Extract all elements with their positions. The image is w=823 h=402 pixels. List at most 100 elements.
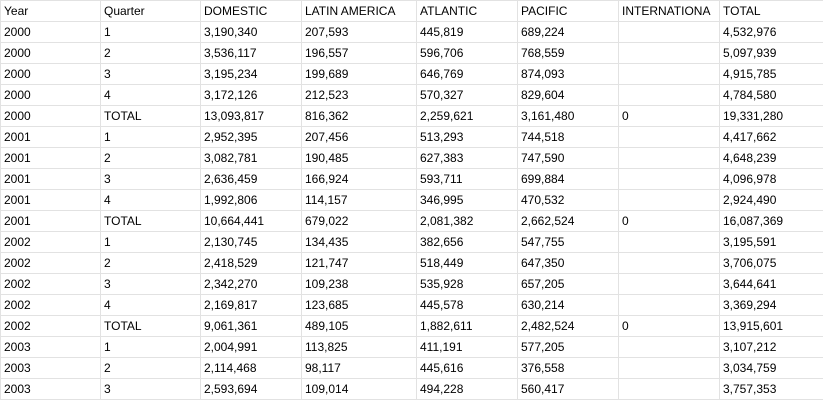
header-cell-domestic[interactable]: DOMESTIC [200,0,302,22]
cell-pacific[interactable]: 874,093 [517,63,619,85]
cell-latin-america[interactable]: 109,238 [301,273,417,295]
cell-quarter[interactable]: 1 [100,336,201,358]
cell-latin-america[interactable]: 190,485 [301,147,417,169]
cell-year[interactable]: 2002 [0,252,101,274]
cell-atlantic[interactable]: 445,578 [416,294,518,316]
cell-total[interactable]: 3,034,759 [719,357,823,379]
cell-international[interactable] [618,63,720,85]
cell-year[interactable]: 2001 [0,126,101,148]
cell-quarter[interactable]: TOTAL [100,315,201,337]
cell-year[interactable]: 2003 [0,336,101,358]
cell-latin-america[interactable]: 113,825 [301,336,417,358]
cell-atlantic[interactable]: 1,882,611 [416,315,518,337]
cell-international[interactable] [618,294,720,316]
cell-total[interactable]: 3,369,294 [719,294,823,316]
cell-latin-america[interactable]: 489,105 [301,315,417,337]
cell-atlantic[interactable]: 646,769 [416,63,518,85]
cell-year[interactable]: 2002 [0,231,101,253]
cell-pacific[interactable]: 547,755 [517,231,619,253]
cell-total[interactable]: 4,096,978 [719,168,823,190]
cell-international[interactable] [618,357,720,379]
cell-domestic[interactable]: 3,082,781 [200,147,302,169]
cell-total[interactable]: 3,107,212 [719,336,823,358]
cell-atlantic[interactable]: 570,327 [416,84,518,106]
cell-domestic[interactable]: 2,130,745 [200,231,302,253]
cell-total[interactable]: 4,648,239 [719,147,823,169]
cell-atlantic[interactable]: 596,706 [416,42,518,64]
cell-pacific[interactable]: 560,417 [517,378,619,400]
header-cell-atlantic[interactable]: ATLANTIC [416,0,518,22]
cell-latin-america[interactable]: 121,747 [301,252,417,274]
cell-year[interactable]: 2001 [0,210,101,232]
cell-atlantic[interactable]: 2,081,382 [416,210,518,232]
cell-year[interactable]: 2000 [0,63,101,85]
cell-quarter[interactable]: 3 [100,378,201,400]
cell-atlantic[interactable]: 411,191 [416,336,518,358]
cell-international[interactable] [618,336,720,358]
cell-year[interactable]: 2001 [0,147,101,169]
cell-latin-america[interactable]: 123,685 [301,294,417,316]
cell-international[interactable]: 0 [618,315,720,337]
header-cell-year[interactable]: Year [0,0,101,22]
cell-total[interactable]: 4,532,976 [719,21,823,43]
cell-quarter[interactable]: 2 [100,42,201,64]
cell-pacific[interactable]: 657,205 [517,273,619,295]
cell-atlantic[interactable]: 535,928 [416,273,518,295]
cell-latin-america[interactable]: 679,022 [301,210,417,232]
cell-quarter[interactable]: 4 [100,189,201,211]
cell-atlantic[interactable]: 518,449 [416,252,518,274]
cell-total[interactable]: 3,706,075 [719,252,823,274]
cell-quarter[interactable]: 2 [100,357,201,379]
cell-year[interactable]: 2003 [0,378,101,400]
cell-pacific[interactable]: 829,604 [517,84,619,106]
cell-total[interactable]: 3,644,641 [719,273,823,295]
cell-domestic[interactable]: 2,952,395 [200,126,302,148]
header-cell-latin-america[interactable]: LATIN AMERICA [301,0,417,22]
cell-pacific[interactable]: 577,205 [517,336,619,358]
cell-atlantic[interactable]: 382,656 [416,231,518,253]
cell-total[interactable]: 3,195,591 [719,231,823,253]
header-cell-international[interactable]: INTERNATIONA [618,0,720,22]
cell-latin-america[interactable]: 212,523 [301,84,417,106]
cell-international[interactable] [618,252,720,274]
cell-domestic[interactable]: 2,342,270 [200,273,302,295]
cell-international[interactable] [618,42,720,64]
cell-atlantic[interactable]: 593,711 [416,168,518,190]
cell-year[interactable]: 2003 [0,357,101,379]
cell-domestic[interactable]: 2,593,694 [200,378,302,400]
cell-latin-america[interactable]: 816,362 [301,105,417,127]
cell-domestic[interactable]: 2,169,817 [200,294,302,316]
cell-latin-america[interactable]: 199,689 [301,63,417,85]
cell-quarter[interactable]: 1 [100,21,201,43]
cell-domestic[interactable]: 3,195,234 [200,63,302,85]
cell-atlantic[interactable]: 513,293 [416,126,518,148]
cell-atlantic[interactable]: 346,995 [416,189,518,211]
cell-year[interactable]: 2000 [0,84,101,106]
cell-total[interactable]: 4,915,785 [719,63,823,85]
cell-pacific[interactable]: 647,350 [517,252,619,274]
cell-year[interactable]: 2001 [0,168,101,190]
cell-international[interactable] [618,147,720,169]
cell-domestic[interactable]: 3,536,117 [200,42,302,64]
cell-total[interactable]: 5,097,939 [719,42,823,64]
header-cell-total[interactable]: TOTAL [719,0,823,22]
cell-pacific[interactable]: 699,884 [517,168,619,190]
cell-domestic[interactable]: 9,061,361 [200,315,302,337]
cell-domestic[interactable]: 1,992,806 [200,189,302,211]
cell-domestic[interactable]: 13,093,817 [200,105,302,127]
cell-quarter[interactable]: 2 [100,147,201,169]
cell-quarter[interactable]: 1 [100,126,201,148]
cell-quarter[interactable]: 2 [100,252,201,274]
cell-year[interactable]: 2000 [0,105,101,127]
cell-domestic[interactable]: 2,636,459 [200,168,302,190]
cell-international[interactable] [618,84,720,106]
cell-international[interactable] [618,378,720,400]
cell-international[interactable]: 0 [618,210,720,232]
cell-total[interactable]: 13,915,601 [719,315,823,337]
cell-quarter[interactable]: 4 [100,84,201,106]
cell-pacific[interactable]: 768,559 [517,42,619,64]
cell-pacific[interactable]: 630,214 [517,294,619,316]
cell-international[interactable] [618,189,720,211]
cell-total[interactable]: 3,757,353 [719,378,823,400]
cell-pacific[interactable]: 744,518 [517,126,619,148]
